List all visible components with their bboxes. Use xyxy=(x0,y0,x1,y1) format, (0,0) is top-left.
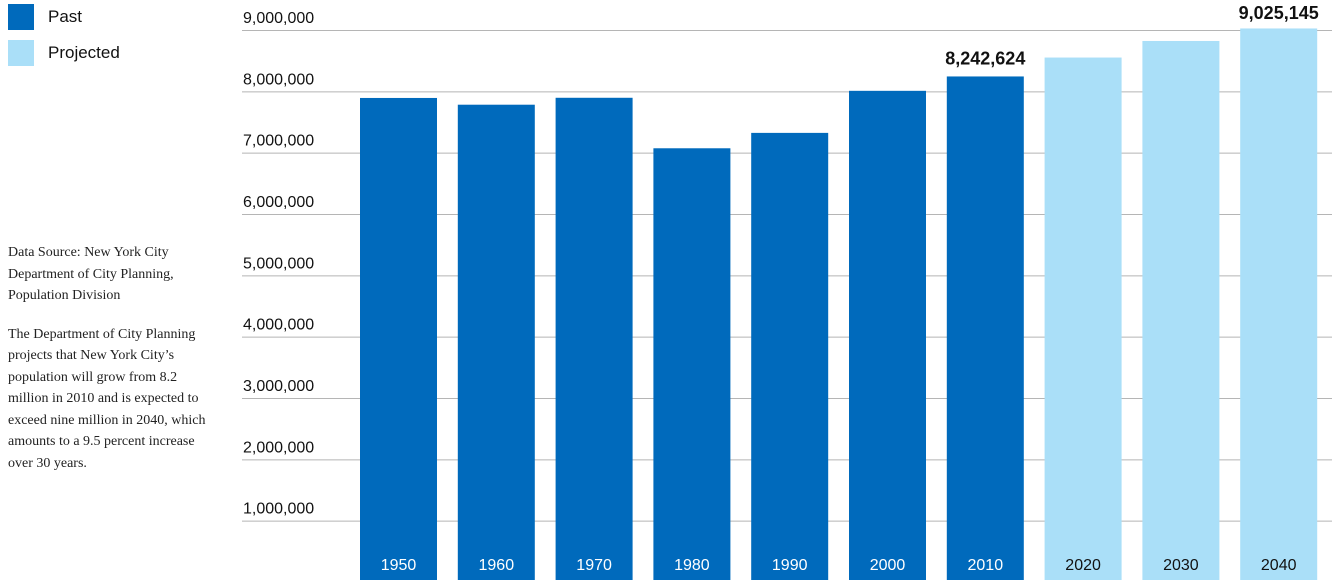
x-category-label: 2030 xyxy=(1163,557,1199,574)
y-tick-label: 6,000,000 xyxy=(243,194,314,211)
x-category-label: 1990 xyxy=(772,557,808,574)
x-category-label: 2000 xyxy=(870,557,906,574)
legend-item-projected: Projected xyxy=(8,40,120,66)
x-category-label: 1970 xyxy=(576,557,612,574)
legend-swatch-past xyxy=(8,4,34,30)
y-tick-label: 5,000,000 xyxy=(243,255,314,272)
x-category-label: 1950 xyxy=(381,557,417,574)
y-tick-label: 9,000,000 xyxy=(243,10,314,27)
y-tick-label: 1,000,000 xyxy=(243,501,314,518)
y-tick-label: 7,000,000 xyxy=(243,133,314,150)
bar-2020 xyxy=(1044,57,1122,580)
y-tick-label: 2,000,000 xyxy=(243,439,314,456)
legend-swatch-projected xyxy=(8,40,34,66)
data-source-note: Data Source: New York City Department of… xyxy=(8,245,174,303)
x-category-label: 2010 xyxy=(968,557,1004,574)
x-category-label: 2020 xyxy=(1065,557,1101,574)
description-note: The Department of City Planning projects… xyxy=(8,326,206,471)
bar-1990 xyxy=(751,132,829,580)
legend-label-projected: Projected xyxy=(48,43,120,62)
data-label-2010: 8,242,624 xyxy=(945,48,1025,68)
y-tick-label: 8,000,000 xyxy=(243,71,314,88)
legend-item-past: Past xyxy=(8,4,120,30)
bar-2000 xyxy=(849,90,926,580)
bar-1970 xyxy=(555,97,633,580)
bar-1980 xyxy=(653,148,731,580)
x-category-label: 1980 xyxy=(674,557,710,574)
legend: Past Projected xyxy=(8,4,120,76)
data-label-2040: 9,025,145 xyxy=(1239,3,1319,23)
bar-2040 xyxy=(1240,28,1318,580)
chart-notes: Data Source: New York City Department of… xyxy=(8,242,213,491)
x-category-label: 2040 xyxy=(1261,557,1297,574)
y-tick-label: 3,000,000 xyxy=(243,378,314,395)
bar-1960 xyxy=(457,104,535,580)
legend-label-past: Past xyxy=(48,7,83,26)
bar-1950 xyxy=(360,97,437,580)
bar-2030 xyxy=(1142,40,1220,580)
x-category-label: 1960 xyxy=(479,557,515,574)
y-tick-label: 4,000,000 xyxy=(243,317,314,334)
bar-2010 xyxy=(946,76,1024,580)
